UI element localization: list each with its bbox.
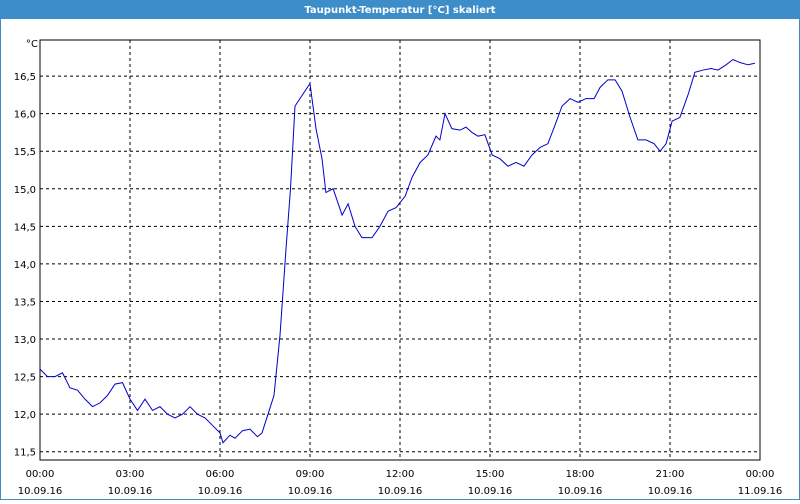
x-tick-date: 10.09.16 bbox=[648, 486, 693, 497]
y-tick-label: 14,0 bbox=[14, 260, 36, 271]
plot-area: 11,5 12,0 12,5 13,0 13,5 14,0 14,5 15,0 15,5 16,0… bbox=[14, 39, 783, 497]
y-tick-label: 12,5 bbox=[14, 373, 36, 384]
x-tick-date: 10.09.16 bbox=[108, 486, 153, 497]
y-unit: °C bbox=[26, 39, 38, 50]
y-tick-label: 13,5 bbox=[14, 297, 36, 308]
x-tick-date: 10.09.16 bbox=[558, 486, 603, 497]
x-tick-date: 10.09.16 bbox=[288, 486, 333, 497]
title-bar bbox=[0, 0, 800, 19]
x-tick-label: 09:00 bbox=[296, 469, 325, 480]
x-tick-date: 10.09.16 bbox=[18, 486, 63, 497]
x-tick-label: 03:00 bbox=[116, 469, 145, 480]
x-tick-label: 00:00 bbox=[26, 469, 55, 480]
y-tick-label: 14,5 bbox=[14, 222, 36, 233]
y-tick-label: 15,5 bbox=[14, 147, 36, 158]
x-tick-label: 06:00 bbox=[206, 469, 235, 480]
x-tick-label: 18:00 bbox=[566, 469, 595, 480]
y-tick-label: 15,0 bbox=[14, 185, 36, 196]
y-tick-label: 11,5 bbox=[14, 448, 36, 459]
x-tick-label: 21:00 bbox=[656, 469, 685, 480]
y-tick-label: 13,0 bbox=[14, 335, 36, 346]
x-tick-label: 12:00 bbox=[386, 469, 415, 480]
chart-title: Taupunkt-Temperatur [°C] skaliert bbox=[304, 5, 495, 16]
x-tick-label: 00:00 bbox=[746, 469, 775, 480]
y-tick-label: 16,0 bbox=[14, 110, 36, 121]
y-tick-label: 12,0 bbox=[14, 410, 36, 421]
x-tick-date: 11.09.16 bbox=[738, 486, 783, 497]
data-line bbox=[39, 58, 756, 444]
x-tick-date: 10.09.16 bbox=[468, 486, 513, 497]
x-tick-date: 10.09.16 bbox=[378, 486, 423, 497]
x-tick-label: 15:00 bbox=[476, 469, 505, 480]
x-tick-date: 10.09.16 bbox=[198, 486, 243, 497]
y-tick-label: 16,5 bbox=[14, 72, 36, 83]
